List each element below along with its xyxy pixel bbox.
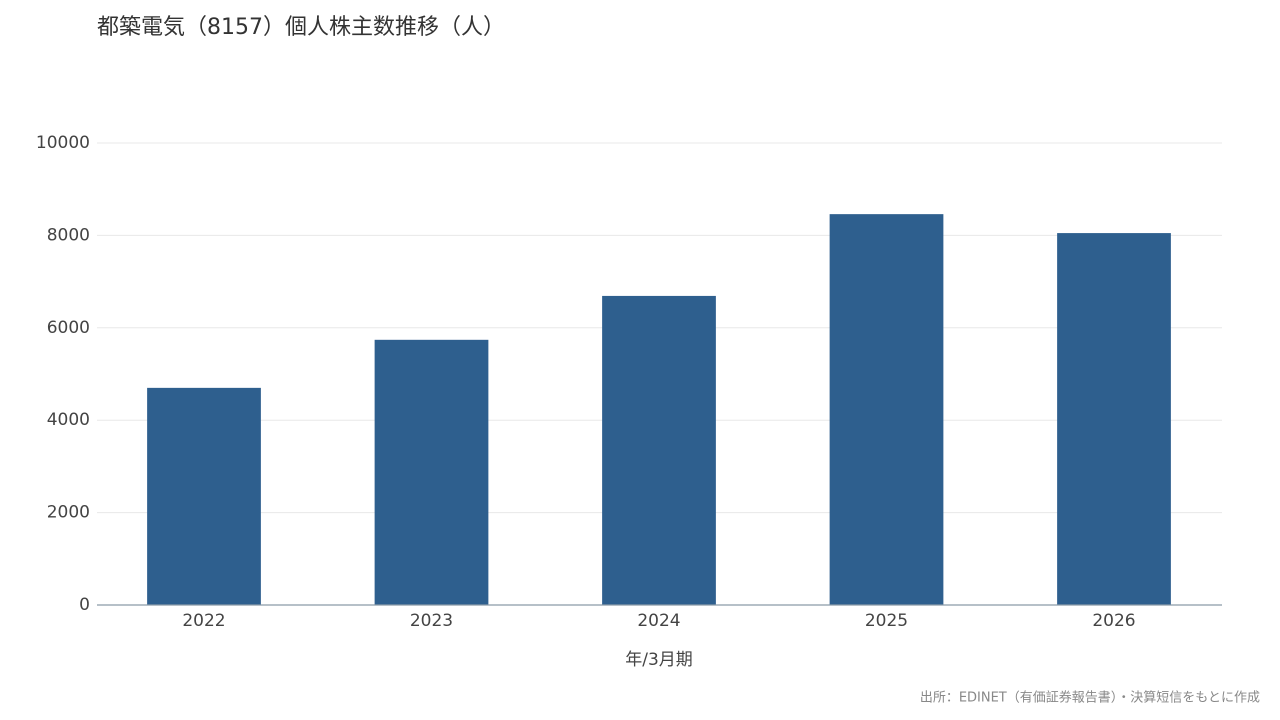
y-tick-label: 10000 xyxy=(36,133,90,153)
bar xyxy=(602,295,716,605)
y-tick-label: 2000 xyxy=(47,503,90,523)
x-axis-title: 年/3月期 xyxy=(625,650,693,670)
bar xyxy=(374,339,489,605)
y-tick-label: 6000 xyxy=(47,318,90,338)
x-tick-label: 2026 xyxy=(1092,611,1135,631)
x-tick-label: 2023 xyxy=(410,611,453,631)
x-tick-label: 2024 xyxy=(637,611,680,631)
x-tick-label: 2022 xyxy=(182,611,225,631)
bar xyxy=(829,214,944,605)
bar xyxy=(147,387,261,605)
chart-title: 都築電気（8157）個人株主数推移（人） xyxy=(97,15,505,40)
y-tick-label: 0 xyxy=(79,595,90,615)
y-tick-label: 8000 xyxy=(47,225,90,245)
bar xyxy=(1057,233,1171,605)
y-tick-label: 4000 xyxy=(47,410,90,430)
x-tick-label: 2025 xyxy=(865,611,908,631)
source-note: 出所：EDINET（有価証券報告書）・決算短信をもとに作成 xyxy=(920,690,1260,706)
